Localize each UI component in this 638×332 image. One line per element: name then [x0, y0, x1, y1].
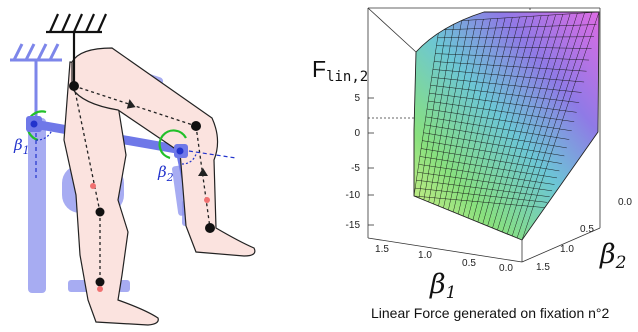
mesh-line	[467, 16, 520, 219]
mesh-line	[472, 16, 527, 221]
mesh-line	[417, 172, 553, 192]
beta1-tick: 0.0	[499, 263, 513, 274]
beta1-axis-label: β1	[429, 269, 456, 303]
mesh-line	[424, 124, 567, 149]
mesh-line	[432, 69, 585, 83]
mesh-line	[477, 16, 535, 223]
angle-arcs	[35, 129, 197, 165]
beta2-tick: 1.0	[560, 244, 574, 255]
mesh-line	[434, 61, 587, 72]
mesh-line	[492, 14, 556, 229]
mesh-line	[438, 24, 597, 31]
mesh-line	[438, 19, 477, 207]
z-tick: -10	[346, 190, 361, 201]
mesh-line	[507, 13, 578, 235]
mesh-line	[416, 179, 550, 197]
mesh-line	[430, 85, 580, 103]
mesh-line	[482, 15, 542, 225]
mesh-line	[433, 20, 470, 205]
mesh-line	[419, 156, 558, 179]
mesh-line	[435, 53, 590, 61]
mesh-line	[457, 17, 506, 215]
mesh-line	[428, 100, 575, 122]
mesh-line	[431, 77, 582, 93]
plot-box-front	[367, 7, 601, 263]
surface-outline	[413, 11, 600, 241]
plot-caption: Linear Force generated on fixation n°2	[371, 305, 610, 321]
beta1-axis: 1.5 1.0 0.5 0.0	[375, 244, 513, 274]
z-tick: 5	[354, 93, 360, 104]
fixation-markers	[90, 183, 210, 292]
mesh-line	[521, 12, 599, 240]
z-tick: -15	[346, 220, 361, 231]
mesh-line	[448, 18, 491, 211]
mesh-line	[437, 36, 595, 39]
mesh-line	[421, 148, 560, 172]
mesh-line	[436, 45, 592, 49]
mesh-line	[497, 14, 564, 231]
beta1-tick: 1.5	[375, 244, 389, 255]
surface-mesh	[414, 12, 599, 240]
beta2-tick: 1.5	[536, 262, 550, 273]
z-tick: 0	[354, 128, 360, 139]
beta2-axis-label: β2	[599, 239, 626, 273]
mesh-line	[415, 187, 548, 203]
reference-lines	[35, 126, 237, 178]
mesh-line	[423, 21, 455, 201]
z-axis: 5 0 -5 -10 -15	[346, 93, 374, 231]
exo-thigh-bar-left	[28, 118, 46, 293]
mesh-line	[429, 92, 577, 113]
surface-plot: 5 0 -5 -10 -15 1.5 1.0 0.5 0.0 0.0 0.5 1…	[312, 7, 632, 321]
mesh-line	[414, 195, 545, 208]
mesh-line	[462, 17, 513, 217]
beta2-label: β2	[157, 163, 174, 184]
beta1-tick: 0.5	[462, 258, 476, 269]
beta1-tick: 1.0	[418, 250, 432, 261]
z-tick: -5	[351, 163, 360, 174]
standing-leg	[63, 61, 159, 326]
blue-ground-hatch	[10, 43, 62, 122]
mesh-line	[422, 140, 562, 164]
leg-mechanism-diagram: β1 β2	[10, 13, 256, 326]
mesh-line	[453, 18, 499, 213]
chain-arrows	[126, 99, 208, 176]
mesh-line	[487, 15, 549, 227]
beta2-tick: 0.5	[580, 224, 594, 235]
beta2-tick: 0.0	[618, 197, 632, 208]
mesh-line	[428, 20, 462, 203]
mesh-line	[418, 164, 555, 185]
beta2-axis: 0.0 0.5 1.0 1.5	[536, 197, 632, 273]
mesh-line	[423, 132, 565, 157]
mesh-line	[511, 12, 585, 237]
bent-leg	[71, 47, 256, 257]
beta1-label: β1	[13, 136, 30, 157]
joint-dots	[69, 81, 215, 287]
mesh-line	[502, 13, 571, 233]
z-axis-label: Flin,2	[312, 56, 368, 85]
kinematic-chain	[73, 85, 211, 282]
joint-centers	[30, 120, 184, 155]
mesh-line	[425, 116, 570, 140]
hip-ground-hatch	[46, 13, 108, 86]
